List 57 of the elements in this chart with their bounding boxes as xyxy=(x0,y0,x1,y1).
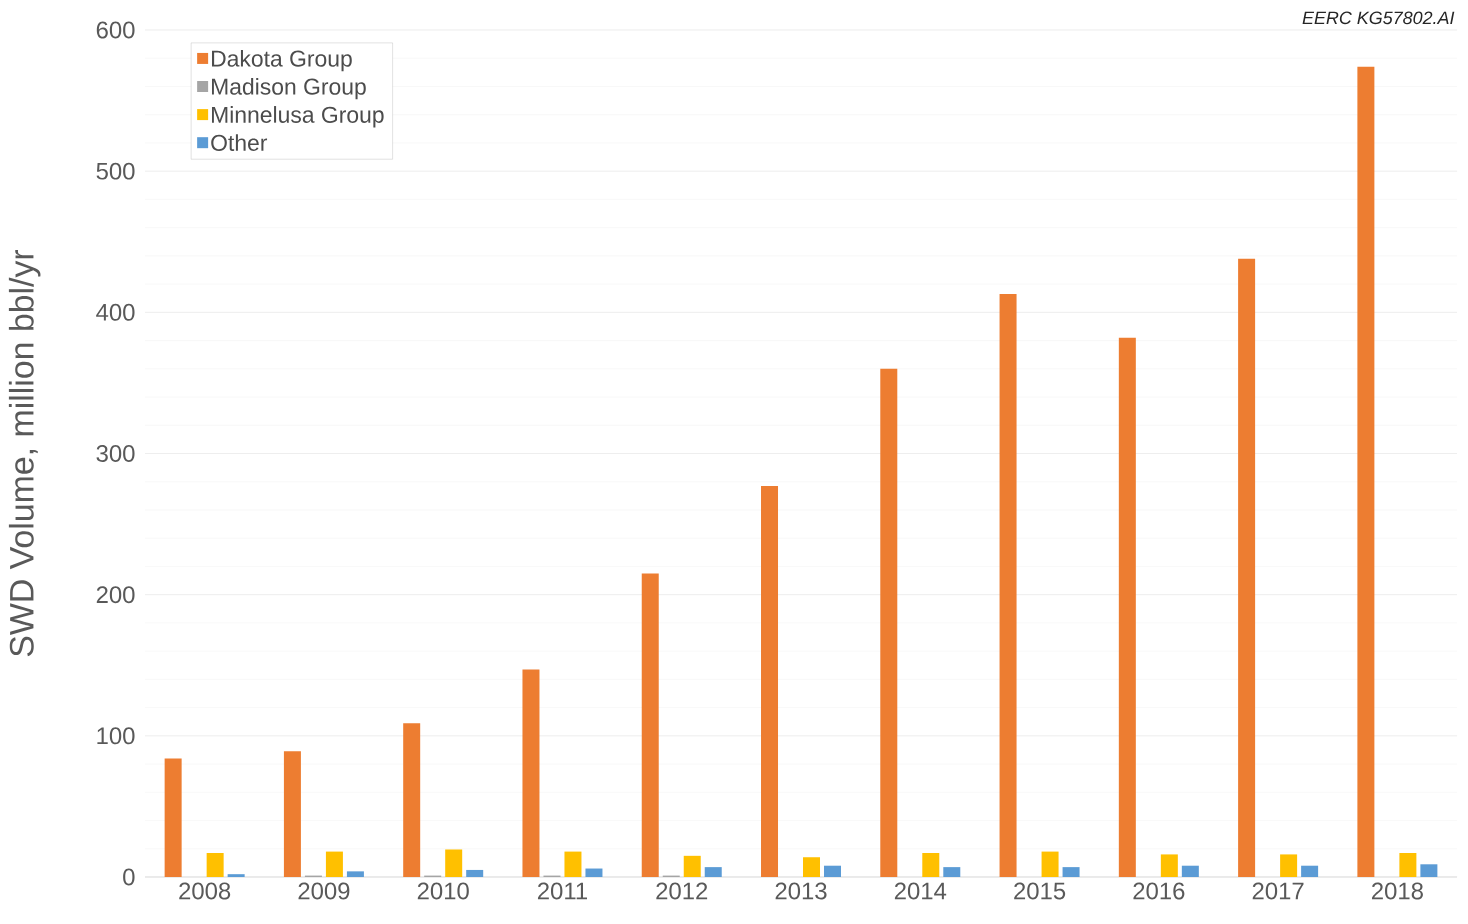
bar xyxy=(283,751,301,877)
y-tick-label: 200 xyxy=(96,586,135,604)
y-tick-label: 300 xyxy=(96,445,135,462)
legend-label: Madison Group xyxy=(212,77,366,100)
bar xyxy=(1420,864,1438,877)
x-tick-label: 2011 xyxy=(537,882,587,900)
bar xyxy=(466,869,484,877)
bar xyxy=(1280,854,1298,877)
y-tick-label: 100 xyxy=(97,727,135,745)
bar xyxy=(325,851,343,877)
text: EERC KG57802.AI xyxy=(1302,11,1455,25)
x-tick-label: 2014 xyxy=(894,882,947,900)
bar xyxy=(683,855,701,877)
x-tick-label: 2016 xyxy=(1133,882,1185,900)
legend-label: Dakota Group xyxy=(212,49,352,72)
bar xyxy=(564,851,582,877)
bar xyxy=(164,758,182,877)
legend-label: Minnelusa Group xyxy=(212,106,384,128)
bar xyxy=(585,868,603,877)
bar xyxy=(1301,865,1319,877)
x-tick-label: 2008 xyxy=(179,882,231,900)
bar xyxy=(922,853,940,877)
bar xyxy=(641,573,659,877)
bar xyxy=(704,867,722,877)
y-tick-label: 0 xyxy=(123,868,135,886)
bar xyxy=(761,485,779,877)
y-tick-label: 500 xyxy=(96,162,135,180)
bar xyxy=(999,293,1017,877)
bar xyxy=(943,867,961,877)
y-tick-label: 600 xyxy=(96,21,135,39)
bar xyxy=(445,849,463,877)
x-tick-label: 2017 xyxy=(1252,882,1304,900)
bar xyxy=(1357,66,1375,877)
x-tick-label: 2018 xyxy=(1371,882,1423,900)
x-tick-label: 2012 xyxy=(656,882,708,900)
bar xyxy=(227,874,245,877)
bar xyxy=(1062,867,1080,877)
bar xyxy=(1118,337,1136,877)
bar xyxy=(1399,853,1417,877)
bar xyxy=(1041,851,1059,877)
y-axis-title: SWD Volume, million bbl/yr xyxy=(8,249,41,657)
bar xyxy=(1238,258,1256,877)
x-tick-label: 2015 xyxy=(1014,882,1066,900)
x-tick-label: 2009 xyxy=(298,882,350,900)
bar xyxy=(1181,865,1199,877)
bar xyxy=(346,871,364,877)
x-tick-label: 2010 xyxy=(417,882,469,900)
bar xyxy=(522,669,540,877)
bar xyxy=(1160,854,1178,877)
y-tick-label: 400 xyxy=(96,303,135,321)
bar xyxy=(803,857,821,877)
bar xyxy=(206,853,224,877)
x-tick-label: 2013 xyxy=(775,882,827,900)
bar xyxy=(403,723,421,877)
bar xyxy=(824,865,842,877)
bar xyxy=(880,368,898,877)
legend-label: Other xyxy=(211,134,268,151)
